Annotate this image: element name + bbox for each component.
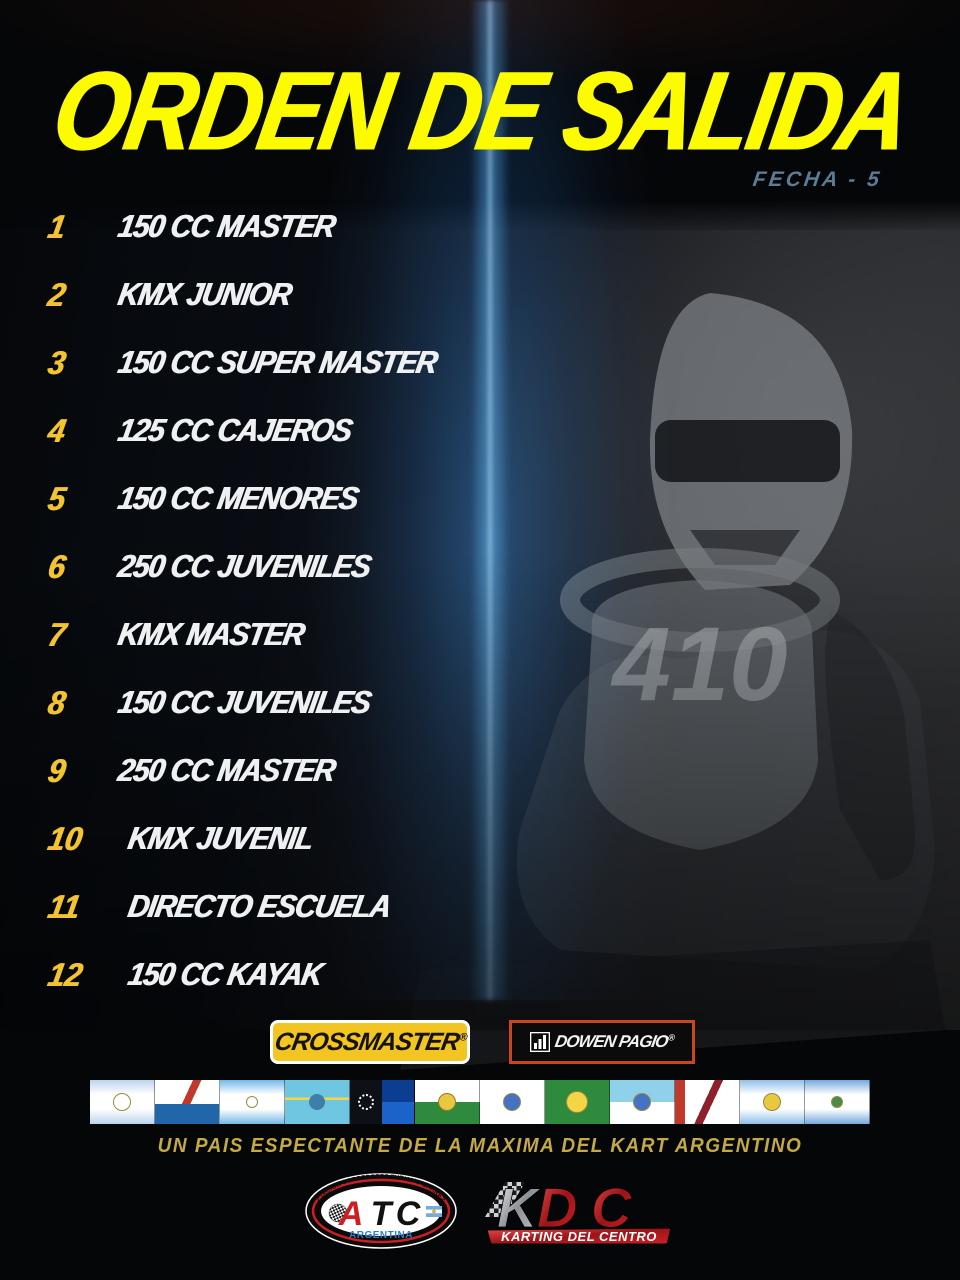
- svg-text:C: C: [396, 1195, 421, 1233]
- svg-text:A: A: [338, 1195, 364, 1233]
- svg-text:KARTING DEL CENTRO: KARTING DEL CENTRO: [501, 1229, 657, 1244]
- svg-text:ARGENTINA: ARGENTINA: [349, 1230, 413, 1241]
- svg-text:T: T: [371, 1195, 395, 1233]
